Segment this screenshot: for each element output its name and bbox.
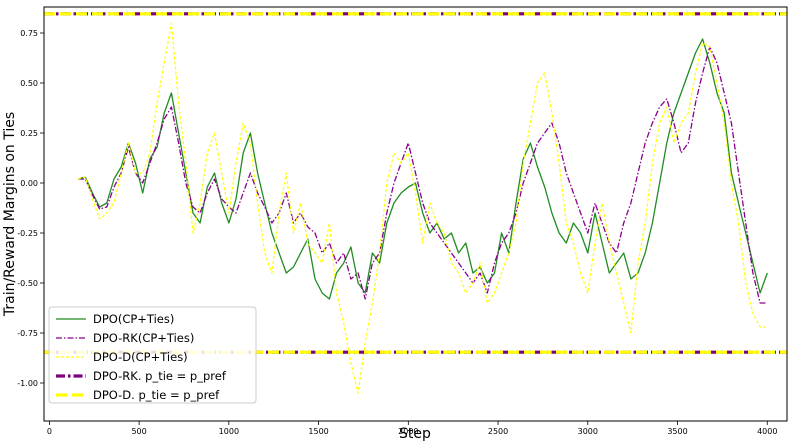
y-tick-label: -1.00 [17, 379, 38, 388]
legend-label-0: DPO(CP+Ties) [93, 312, 174, 326]
legend-label-4: DPO-D. p_tie = p_pref [93, 388, 220, 402]
y-tick-label: 0.75 [20, 29, 38, 38]
y-axis: -1.00 -0.75 -0.50 -0.25 0.00 0.25 0.50 0.75 [17, 29, 44, 388]
series-line-1 [78, 46, 768, 304]
x-tick-label: 0 [47, 427, 52, 436]
plot-frame [43, 6, 788, 422]
series-line-0 [77, 38, 768, 300]
legend-label-2: DPO-D(CP+Ties) [93, 350, 188, 364]
x-tick-label: 3500 [667, 427, 687, 436]
x-tick-label: 2500 [488, 427, 508, 436]
y-axis-label: Train/Reward Margins on Ties [2, 112, 18, 317]
y-tick-label: -0.25 [17, 229, 38, 238]
x-tick-label: 4000 [757, 427, 777, 436]
x-tick-label: 500 [131, 427, 146, 436]
legend-box [48, 306, 257, 404]
y-tick-label: -0.75 [17, 329, 38, 338]
series-line-2 [77, 22, 768, 394]
y-tick-label: 0.25 [20, 129, 38, 138]
x-tick-label: 1500 [308, 427, 328, 436]
legend: DPO(CP+Ties) DPO-RK(CP+Ties) DPO-D(CP+Ties… [48, 306, 257, 404]
x-tick-label: 3000 [578, 427, 598, 436]
x-tick-label: 1000 [219, 427, 239, 436]
legend-label-1: DPO-RK(CP+Ties) [93, 331, 194, 345]
x-tick-label: 2000 [398, 427, 418, 436]
x-axis-label: Step [399, 426, 431, 442]
x-axis: 0 500 1000 1500 2000 2500 3000 3500 4000 [47, 421, 777, 436]
legend-label-3: DPO-RK. p_tie = p_pref [93, 369, 227, 383]
series-layer [77, 22, 768, 394]
y-tick-label: -0.50 [17, 279, 38, 288]
y-tick-label: 0.50 [20, 79, 38, 88]
y-tick-label: 0.00 [20, 179, 38, 188]
